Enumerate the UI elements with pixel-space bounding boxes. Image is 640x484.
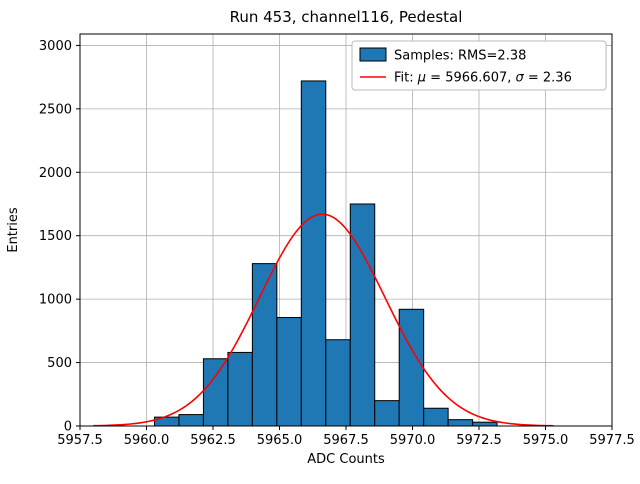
histogram-bar (423, 407, 449, 427)
x-tick-label: 5972.5 (456, 433, 502, 448)
y-tick-label: 0 (64, 420, 72, 435)
histogram-bar (349, 203, 376, 427)
histogram-bar (398, 308, 425, 427)
chart-title: Run 453, channel116, Pedestal (230, 8, 463, 26)
x-tick-label: 5962.5 (190, 433, 236, 448)
plot-area: 5957.5 5960.0 5962.5 5965.0 5967.5 5970.0 5972… (39, 33, 635, 448)
x-tick-label: 5975.0 (523, 433, 569, 448)
y-tick-label: 1000 (39, 293, 72, 308)
x-tick-label: 5967.5 (323, 433, 369, 448)
legend: Samples: RMS=2.38 Fit: μ = 5966.607, σ = … (351, 40, 607, 91)
x-tick-label: 5957.5 (57, 433, 103, 448)
legend-fit-label: Fit: μ = 5966.607, σ = 2.36 (394, 71, 572, 86)
histogram-bar (202, 358, 229, 427)
x-tick-label: 5970.0 (390, 433, 436, 448)
histogram-bar (300, 80, 327, 427)
y-tick-label: 3000 (39, 39, 72, 54)
x-axis-label: ADC Counts (307, 452, 385, 467)
histogram-bar (325, 339, 351, 427)
y-axis-label: Entries (6, 207, 21, 253)
histogram-bar (447, 419, 474, 427)
legend-samples-swatch (359, 47, 387, 62)
histogram-bar (472, 421, 498, 427)
legend-box (351, 40, 607, 91)
y-tick-label: 500 (47, 356, 72, 371)
histogram-bar (276, 317, 302, 427)
x-tick-label: 5965.0 (257, 433, 303, 448)
histogram-bar (227, 351, 253, 427)
x-tick-label: 5977.5 (589, 433, 635, 448)
y-tick-label: 1500 (39, 229, 72, 244)
histogram-bar (374, 400, 400, 427)
x-tick-label: 5960.0 (124, 433, 170, 448)
y-tick-label: 2000 (39, 166, 72, 181)
histogram-bars (153, 80, 498, 427)
legend-samples-label: Samples: RMS=2.38 (394, 49, 526, 64)
y-tick-label: 2500 (39, 102, 72, 117)
gaussian-fit-line (93, 213, 554, 427)
histogram-bar (178, 414, 204, 427)
axis-ticks: 5957.5 5960.0 5962.5 5965.0 5967.5 5970.0 5972… (39, 39, 635, 448)
